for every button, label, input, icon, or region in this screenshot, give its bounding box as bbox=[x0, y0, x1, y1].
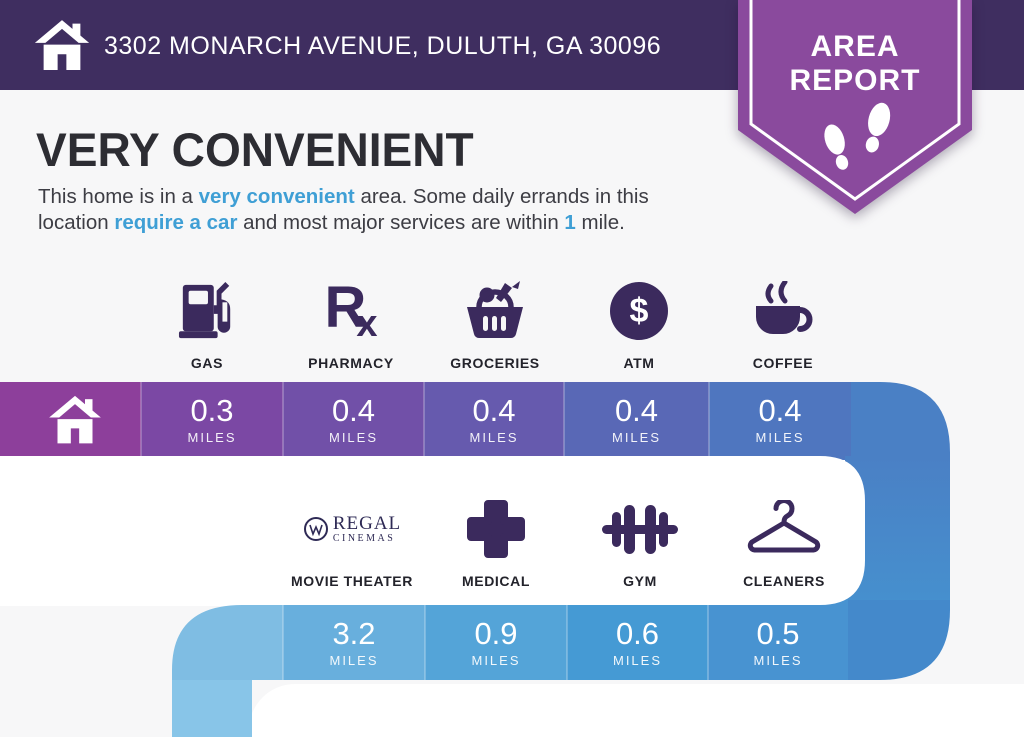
dollar-icon: $ bbox=[610, 274, 668, 348]
ribbon-inner-panel-top bbox=[0, 456, 872, 606]
amenity-label: MOVIE THEATER bbox=[291, 573, 413, 589]
distance-cell-gas: 0.3 MILES bbox=[141, 382, 283, 456]
amenity-cleaners: CLEANERS bbox=[712, 492, 856, 589]
amenity-label: GROCERIES bbox=[450, 355, 540, 371]
gas-pump-icon bbox=[178, 274, 236, 348]
medical-cross-icon bbox=[465, 492, 527, 566]
bar2-segment bbox=[567, 600, 708, 685]
distance-value: 0.5 bbox=[756, 615, 800, 651]
badge-title-line2: REPORT bbox=[789, 64, 920, 97]
amenity-label: ATM bbox=[623, 355, 655, 371]
ribbon-inner-panel-bottom bbox=[249, 684, 1024, 737]
distance-cell-atm: 0.4 MILES bbox=[564, 382, 709, 456]
amenity-movie-theater: REGAL CINEMAS MOVIE THEATER bbox=[280, 492, 424, 589]
distance-cell-gym: 0.6 MILES bbox=[567, 603, 708, 680]
distance-value: 0.3 bbox=[190, 393, 234, 428]
bar2-segment-curve bbox=[172, 600, 283, 685]
amenities-row-2: REGAL CINEMAS MOVIE THEATER MEDICAL bbox=[280, 492, 856, 589]
amenity-label: PHARMACY bbox=[308, 355, 394, 371]
desc-highlight-very-convenient: very convenient bbox=[198, 185, 355, 208]
bar2-segment-end bbox=[848, 600, 950, 685]
amenity-label: COFFEE bbox=[752, 355, 814, 371]
home-marker-icon bbox=[49, 395, 101, 444]
amenity-atm: $ ATM bbox=[567, 274, 711, 371]
walkability-headline: VERY CONVENIENT bbox=[36, 123, 474, 176]
distance-cell-pharmacy: 0.4 MILES bbox=[283, 382, 424, 456]
distance-unit: MILES bbox=[612, 652, 662, 668]
distance-value: 0.6 bbox=[615, 615, 660, 651]
bar1-segment bbox=[141, 382, 283, 460]
bar1-segment bbox=[709, 382, 851, 460]
regal-crown-icon bbox=[303, 517, 328, 541]
coffee-cup-icon bbox=[751, 274, 815, 348]
property-address: 3302 MONARCH AVENUE, DULUTH, GA 30096 bbox=[104, 32, 662, 60]
home-icon bbox=[34, 20, 90, 70]
basket-icon bbox=[464, 274, 526, 348]
distance-unit: MILES bbox=[328, 430, 378, 445]
distance-value: 0.4 bbox=[331, 393, 376, 428]
distance-value: 0.4 bbox=[758, 393, 802, 428]
distance-cell-medical: 0.9 MILES bbox=[425, 603, 567, 680]
bar1-segment-end bbox=[851, 382, 950, 460]
area-report-badge: AREA REPORT bbox=[738, 0, 972, 214]
distance-cell-groceries: 0.4 MILES bbox=[424, 382, 564, 456]
distance-unit: MILES bbox=[471, 652, 521, 668]
brand-name: REGAL bbox=[332, 513, 402, 534]
bar1-segment bbox=[564, 382, 709, 460]
amenity-gas: GAS bbox=[135, 274, 279, 371]
bar2-segment bbox=[708, 600, 848, 685]
amenity-label: MEDICAL bbox=[462, 573, 530, 589]
distance-value: 0.4 bbox=[614, 393, 659, 428]
distance-unit: MILES bbox=[755, 430, 805, 445]
hanger-icon bbox=[746, 492, 822, 566]
distance-unit: MILES bbox=[611, 430, 661, 445]
amenity-label: GAS bbox=[190, 355, 224, 371]
badge-title-line1: AREA bbox=[810, 30, 899, 63]
ribbon-left-column bbox=[172, 680, 252, 737]
distance-cell-movie-theater: 3.2 MILES bbox=[283, 603, 425, 680]
distance-value: 0.9 bbox=[474, 615, 518, 651]
walkability-description: This home is in a very convenient area. … bbox=[38, 184, 738, 236]
regal-cinemas-logo: REGAL CINEMAS bbox=[303, 492, 401, 566]
desc-text: mile. bbox=[575, 211, 625, 234]
dumbbell-icon bbox=[602, 492, 678, 566]
desc-text: and most major services are within bbox=[237, 211, 565, 234]
desc-highlight-one: 1 bbox=[564, 211, 576, 234]
ribbon-right-column bbox=[845, 456, 950, 605]
footprints-icon bbox=[824, 102, 891, 170]
distance-cell-coffee: 0.4 MILES bbox=[709, 382, 851, 456]
amenity-label: GYM bbox=[623, 573, 657, 589]
amenity-medical: MEDICAL bbox=[424, 492, 568, 589]
brand-subname: CINEMAS bbox=[332, 533, 396, 544]
amenity-coffee: COFFEE bbox=[711, 274, 855, 371]
bar1-segment bbox=[283, 382, 424, 460]
amenity-label: CLEANERS bbox=[743, 573, 825, 589]
distance-value: 3.2 bbox=[332, 615, 376, 651]
distance-unit: MILES bbox=[187, 430, 237, 445]
amenity-gym: GYM bbox=[568, 492, 712, 589]
distance-unit: MILES bbox=[329, 652, 379, 668]
desc-text: This home is in a bbox=[38, 185, 199, 208]
distance-value: 0.4 bbox=[472, 393, 516, 428]
distance-cell-cleaners: 0.5 MILES bbox=[708, 603, 848, 680]
distance-unit: MILES bbox=[753, 652, 803, 668]
desc-text: location bbox=[38, 211, 115, 234]
bar2-segment bbox=[425, 600, 567, 685]
bar2-segment bbox=[283, 600, 425, 685]
distance-unit: MILES bbox=[469, 430, 519, 445]
desc-highlight-require-a-car: require a car bbox=[114, 211, 238, 234]
amenity-groceries: GROCERIES bbox=[423, 274, 567, 371]
desc-text: area. Some daily errands in this bbox=[354, 185, 649, 208]
bar1-segment bbox=[424, 382, 564, 460]
